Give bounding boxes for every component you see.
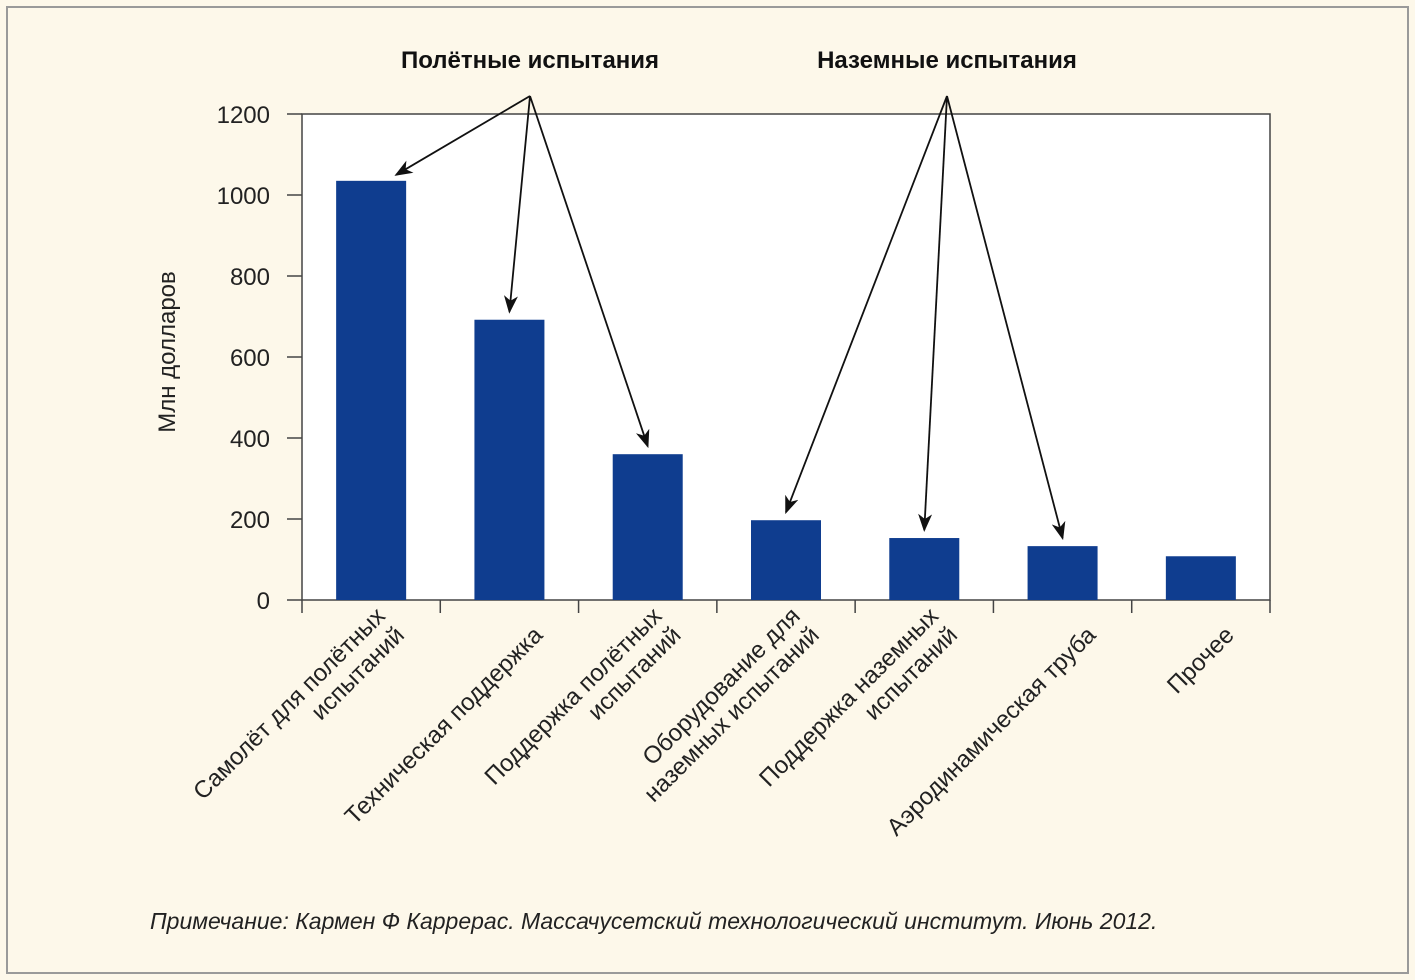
- y-tick-label: 1200: [217, 102, 270, 129]
- bar: [889, 538, 960, 600]
- x-tick-label-line: Самолёт для полётных: [188, 603, 391, 806]
- y-axis-label: Млн долларов: [154, 271, 181, 433]
- bar: [1027, 546, 1098, 600]
- annotation-label: Наземные испытания: [817, 47, 1077, 74]
- bar: [751, 520, 821, 600]
- y-tick-label: 1000: [217, 183, 270, 210]
- x-tick-label-line: Поддержка полётных: [480, 603, 668, 791]
- plot-area: [301, 113, 1271, 601]
- y-tick-label: 200: [230, 507, 270, 534]
- annotation-arrow: [946, 95, 1066, 541]
- annotation-label: Полётные испытания: [401, 47, 659, 74]
- bar: [612, 454, 683, 600]
- annotation-arrow: [529, 95, 650, 449]
- annotation-arrow: [394, 95, 531, 176]
- y-tick-label: 600: [230, 345, 270, 372]
- annotation-arrow: [918, 95, 948, 533]
- bar: [474, 319, 545, 600]
- bar: [336, 180, 407, 600]
- y-tick-label: 0: [257, 588, 270, 615]
- source-note: Примечание: Кармен Ф Каррерас. Массачусе…: [150, 908, 1158, 934]
- y-tick-label: 800: [230, 264, 270, 291]
- annotation-arrow: [785, 95, 948, 515]
- y-tick-label: 400: [230, 426, 270, 453]
- x-tick-label: Прочее: [1162, 622, 1240, 700]
- annotation-arrow: [503, 95, 531, 314]
- x-tick-label-line: Прочее: [1162, 622, 1240, 700]
- bar: [1165, 556, 1236, 600]
